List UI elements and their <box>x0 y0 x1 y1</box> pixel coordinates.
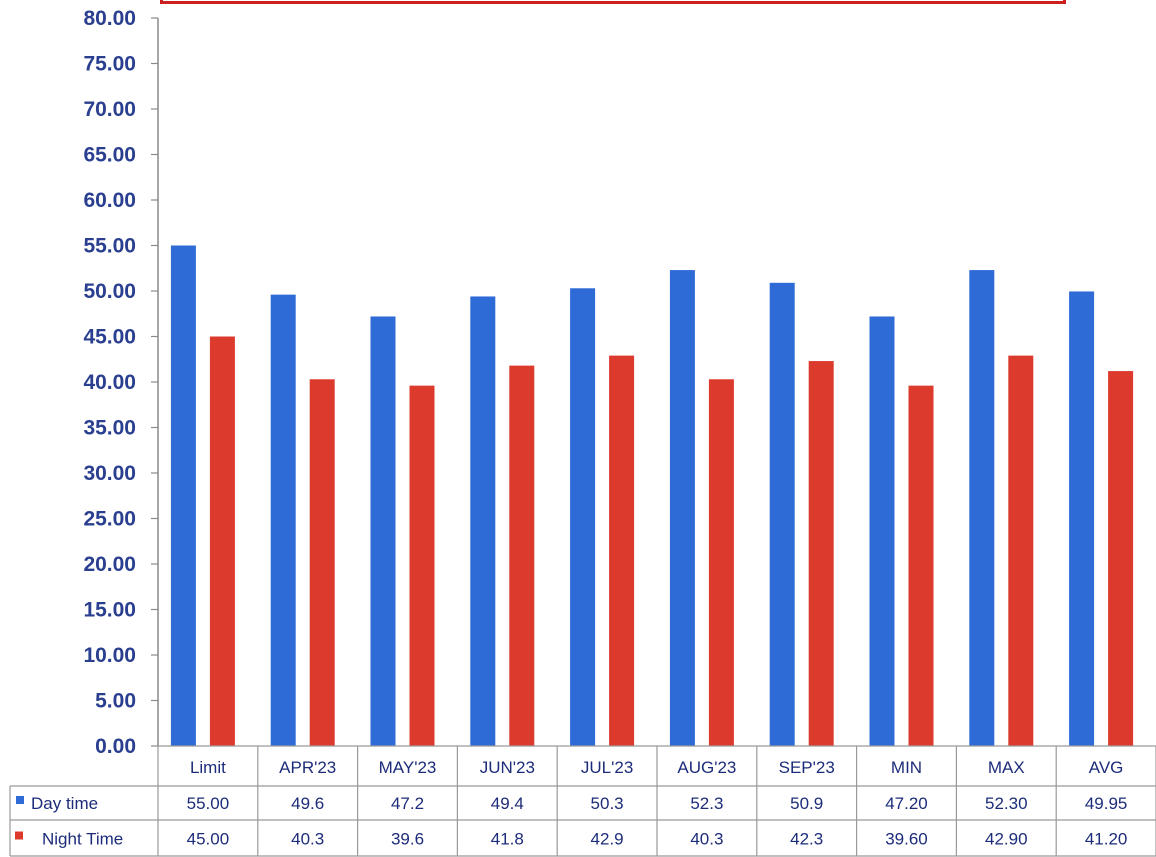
table-value-cell: 39.60 <box>885 830 928 849</box>
title-box-frame <box>160 0 1066 4</box>
table-value-cell: 50.9 <box>790 794 823 813</box>
table-value-cell: 40.3 <box>690 830 723 849</box>
y-tick-label: 25.00 <box>83 508 136 531</box>
table-value-cell: 45.00 <box>187 830 230 849</box>
table-value-cell: 49.6 <box>291 794 324 813</box>
chart-bars <box>170 245 1134 746</box>
bar-night-time <box>1108 371 1134 746</box>
bar-night-time <box>808 361 834 746</box>
bar-night-time <box>309 379 335 746</box>
y-tick-label: 40.00 <box>83 371 136 394</box>
y-tick-label: 50.00 <box>83 280 136 303</box>
data-table: Limit APR'23 MAY'23 JUN'23 JUL'23 AUG'23 SEP'2… <box>9 745 1156 857</box>
table-value-cell: 39.6 <box>391 830 424 849</box>
y-tick-label: 35.00 <box>83 417 136 440</box>
bar-night-time <box>609 355 635 746</box>
bar-day-time <box>370 316 396 746</box>
y-tick-label: 75.00 <box>83 53 136 76</box>
x-category-label: APR'23 <box>279 758 336 777</box>
table-value-cell: 50.3 <box>591 794 624 813</box>
x-category-label: JUN'23 <box>480 758 535 777</box>
bar-night-time <box>708 379 734 746</box>
y-tick-label: 80.00 <box>83 7 136 30</box>
y-tick-label: 15.00 <box>83 599 136 622</box>
bar-day-time <box>470 296 496 746</box>
x-category-label: SEP'23 <box>779 758 835 777</box>
y-tick-label: 65.00 <box>83 144 136 167</box>
table-value-cell: 55.00 <box>187 794 230 813</box>
chart-axes: 0.00 5.00 10.00 15.00 20.00 25.00 30.00 35.00 40… <box>83 7 159 758</box>
table-value-cell: 42.9 <box>591 830 624 849</box>
x-category-label: MAX <box>988 758 1025 777</box>
x-category-label: AUG'23 <box>677 758 736 777</box>
table-value-cell: 42.3 <box>790 830 823 849</box>
table-value-cell: 40.3 <box>291 830 324 849</box>
bar-night-time <box>509 365 535 746</box>
y-tick-label: 70.00 <box>83 98 136 121</box>
legend-label: Day time <box>31 794 98 813</box>
bar-night-time <box>409 385 435 746</box>
bar-day-time <box>769 282 795 746</box>
legend-swatch <box>16 796 24 804</box>
table-value-cell: 49.4 <box>491 794 524 813</box>
y-tick-label: 55.00 <box>83 235 136 258</box>
table-value-cell: 42.90 <box>985 830 1028 849</box>
y-tick-label: 0.00 <box>95 735 136 758</box>
bar-night-time <box>209 336 235 746</box>
legend-label: Night Time <box>42 830 123 849</box>
table-value-cell: 49.95 <box>1085 794 1128 813</box>
table-value-cell: 52.30 <box>985 794 1028 813</box>
bar-day-time <box>669 270 695 746</box>
bar-day-time <box>270 294 296 746</box>
y-tick-label: 45.00 <box>83 326 136 349</box>
x-category-label: AVG <box>1089 758 1124 777</box>
bar-day-time <box>170 245 196 746</box>
y-tick-label: 60.00 <box>83 189 136 212</box>
x-category-label: Limit <box>190 758 226 777</box>
bar-day-time <box>1069 291 1095 746</box>
y-tick-label: 20.00 <box>83 553 136 576</box>
table-value-cell: 47.20 <box>885 794 928 813</box>
table-value-cell: 52.3 <box>690 794 723 813</box>
table-value-cell: 47.2 <box>391 794 424 813</box>
bar-night-time <box>908 385 934 746</box>
table-value-cell: 41.8 <box>491 830 524 849</box>
legend-swatch <box>15 831 23 840</box>
y-tick-label: 5.00 <box>95 690 136 713</box>
table-value-cell: 41.20 <box>1085 830 1128 849</box>
x-category-label: MIN <box>891 758 922 777</box>
bar-day-time <box>969 270 995 746</box>
y-tick-label: 10.00 <box>83 644 136 667</box>
bar-day-time <box>869 316 895 746</box>
y-tick-label: 30.00 <box>83 462 136 485</box>
x-category-label: JUL'23 <box>581 758 633 777</box>
x-category-label: MAY'23 <box>379 758 437 777</box>
bar-day-time <box>570 288 596 746</box>
bar-night-time <box>1008 355 1034 746</box>
